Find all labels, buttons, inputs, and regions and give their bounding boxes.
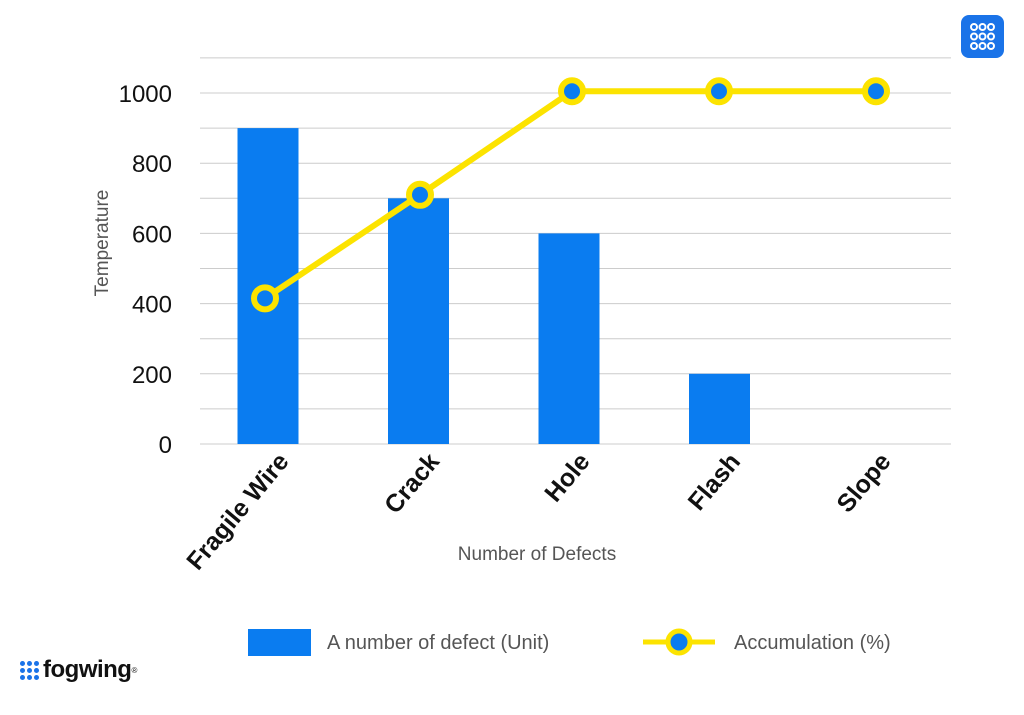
y-tick-label: 1000 [119, 81, 172, 108]
y-axis-ticks: 0 200 400 600 800 1000 [119, 81, 172, 459]
logo-dots-icon [20, 660, 39, 680]
y-tick-label: 800 [132, 151, 172, 178]
x-tick-label: Slope [831, 448, 896, 518]
accumulation-line [251, 77, 890, 313]
legend-line-label: Accumulation (%) [734, 632, 891, 654]
bar [538, 233, 600, 444]
bar [388, 198, 449, 444]
legend-bar-label: A number of defect (Unit) [327, 632, 549, 654]
y-axis-title: Temperature [92, 190, 113, 297]
x-tick-label: Crack [379, 448, 445, 519]
legend: A number of defect (Unit) Accumulation (… [248, 628, 891, 656]
x-axis-title: Number of Defects [458, 544, 616, 565]
accumulation-point [705, 77, 733, 106]
brand-logo: fogwing ® [20, 656, 137, 684]
legend-bar-swatch [248, 629, 311, 656]
legend-line-marker [665, 628, 693, 656]
bar [689, 373, 750, 444]
bars [237, 128, 750, 444]
logo-text: fogwing [43, 656, 132, 683]
y-tick-label: 200 [132, 362, 172, 389]
y-tick-label: 600 [132, 221, 172, 248]
x-tick-label: Hole [539, 448, 595, 508]
y-tick-label: 0 [159, 432, 172, 459]
x-tick-label: Fragile Wire [181, 448, 294, 576]
accumulation-point [862, 77, 890, 106]
y-tick-label: 400 [132, 292, 172, 319]
grid-dots-icon [961, 15, 1004, 58]
x-tick-label: Flash [683, 448, 746, 516]
accumulation-point [251, 284, 279, 313]
accumulation-point [406, 180, 434, 209]
accumulation-point [558, 77, 586, 106]
